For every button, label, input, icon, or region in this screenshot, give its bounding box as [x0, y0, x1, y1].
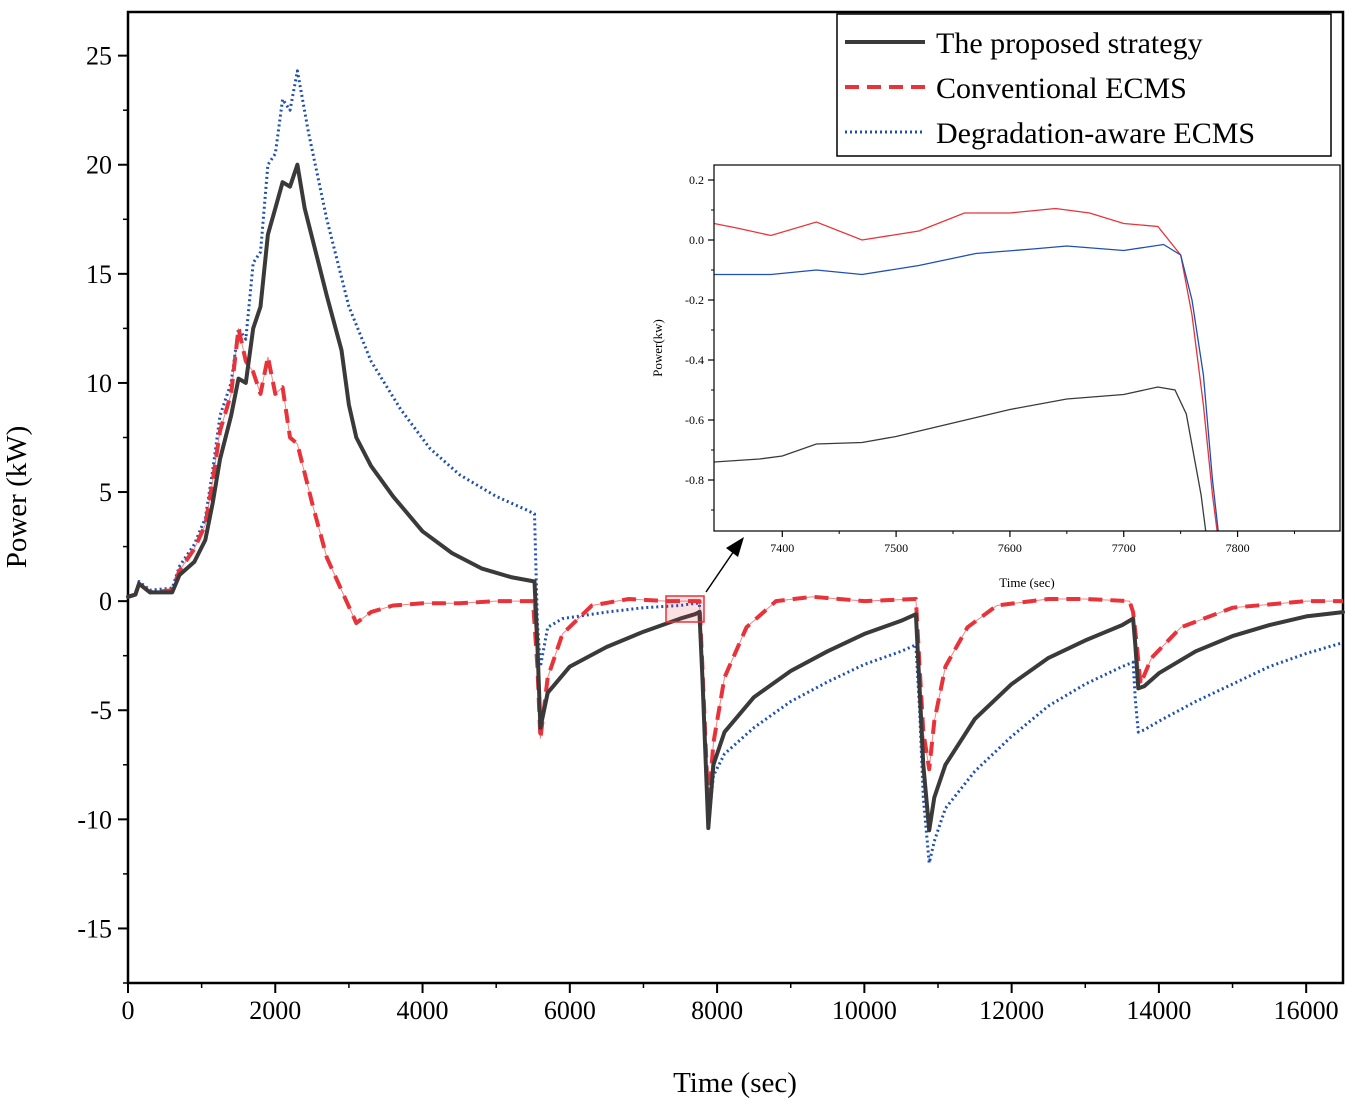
y-tick-label: 10: [86, 369, 112, 398]
legend-label-degradation: Degradation-aware ECMS: [936, 117, 1255, 150]
inset-y-tick-label: 0.0: [689, 233, 704, 247]
y-axis-title: Power (kW): [1, 426, 33, 569]
series-line-the-proposed-strategy: [126, 162, 1345, 833]
y-tick-label: -5: [90, 696, 112, 725]
inset-frame: [713, 164, 1341, 532]
x-axis-title: Time (sec): [673, 1067, 797, 1099]
series-thin-line-conventional-ecms: [127, 328, 1343, 809]
zoom-arrow-head: [726, 537, 744, 557]
x-tick-label: 14000: [1126, 996, 1191, 1025]
inset-x-tick-label: 7400: [770, 541, 794, 555]
inset-y-tick-label: 0.2: [689, 173, 704, 187]
inset-series-line-degradation-aware-ecms: [714, 243, 1219, 531]
x-tick-label: 8000: [691, 996, 743, 1025]
y-tick-label: 25: [86, 42, 112, 71]
zoom-region-box: [665, 595, 705, 623]
x-tick-label: 4000: [397, 996, 449, 1025]
inset-background: [714, 165, 1340, 531]
legend-label-proposed: The proposed strategy: [936, 27, 1203, 60]
inset-y-tick-label: -0.2: [685, 293, 704, 307]
x-tick-label: 16000: [1274, 996, 1339, 1025]
inset-x-tick-label: 7600: [998, 541, 1022, 555]
y-tick-label: 5: [99, 478, 112, 507]
legend-label-conventional: Conventional ECMS: [936, 72, 1187, 105]
legend: The proposed strategy Conventional ECMS …: [836, 13, 1332, 157]
y-tick-label: 15: [86, 260, 112, 289]
y-tick-label: 20: [86, 151, 112, 180]
inset-y-tick-label: -0.4: [685, 353, 704, 367]
y-tick-label: -10: [77, 805, 112, 834]
inset-x-tick-label: 7700: [1112, 541, 1136, 555]
series-line-degradation-aware-ecms: [127, 69, 1344, 865]
inset-y-axis-title: Power(kw): [650, 319, 665, 377]
x-tick-label: 12000: [979, 996, 1044, 1025]
x-tick-label: 10000: [832, 996, 897, 1025]
y-tick-label: -15: [77, 914, 112, 943]
main-tick-labels: 0 2000 4000 6000 8000 10000 12000 14000 16000 -15…: [77, 42, 1338, 1025]
inset-series-line-conventional-ecms: [714, 207, 1218, 531]
zoom-arrow-line: [705, 547, 737, 593]
x-tick-label: 6000: [544, 996, 596, 1025]
x-tick-label: 2000: [249, 996, 301, 1025]
inset-series-line-the-proposed-strategy: [714, 386, 1207, 531]
main-axis-ticks: [118, 54, 1308, 993]
x-tick-label: 0: [122, 996, 135, 1025]
inset-axis-ticks: 7400 7500 7600 7700 7800 0.2 0.0 -0.2 -0.4 -0.6 -0…: [685, 173, 1295, 555]
inset-x-tick-label: 7800: [1226, 541, 1250, 555]
main-series-group: [126, 69, 1345, 865]
inset-series-group: [714, 207, 1219, 531]
inset-x-axis-title: Time (sec): [999, 575, 1055, 590]
inset-x-tick-label: 7500: [884, 541, 908, 555]
plot-frame: [126, 10, 1345, 985]
y-tick-label: 0: [99, 587, 112, 616]
inset-y-tick-label: -0.6: [685, 413, 704, 427]
inset-y-tick-label: -0.8: [685, 473, 704, 487]
